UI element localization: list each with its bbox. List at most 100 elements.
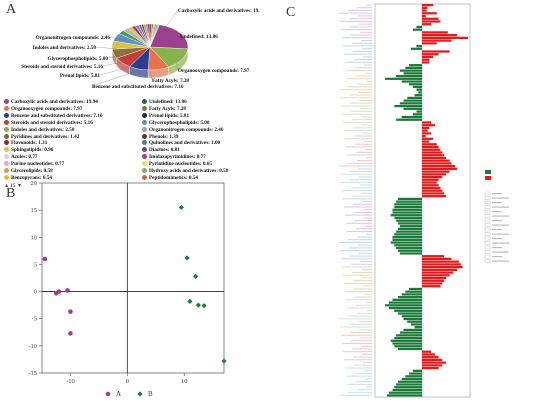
legend-label: Flavonoids: 1.31 — [11, 140, 48, 147]
legend-swatch — [142, 168, 147, 173]
bar — [422, 279, 445, 282]
bar — [401, 80, 422, 83]
pie-leader-line — [95, 46, 118, 50]
bar-category-label-placeholder — [363, 361, 372, 364]
bar — [405, 375, 422, 378]
bar-category-label-placeholder — [352, 119, 372, 121]
scatter-point-a — [65, 288, 70, 293]
legend-label: Indoles and derivatives: 2.50 — [11, 126, 75, 133]
bar-category-label-placeholder — [360, 184, 372, 186]
bar — [403, 99, 422, 102]
bar-category-label-placeholder — [366, 4, 372, 6]
bar-category-label-placeholder — [342, 266, 372, 268]
legend-swatch — [142, 140, 147, 146]
bar — [403, 317, 422, 321]
bar — [422, 186, 441, 190]
bar-category-label-placeholder — [349, 247, 372, 249]
bar-category-label-placeholder — [347, 154, 372, 156]
pie-label: Benzene and substituted derivatives: 7.1… — [92, 84, 184, 90]
bar — [418, 91, 422, 94]
pie-slice — [149, 24, 189, 50]
bar-category-label-placeholder — [359, 176, 372, 178]
bar — [410, 323, 422, 326]
bar-legend-text-placeholder — [492, 251, 509, 253]
bar-category-label-placeholder — [362, 200, 372, 203]
panel-letter-c: C — [286, 5, 296, 20]
bar — [392, 235, 422, 239]
bar — [422, 135, 426, 138]
bar-category-label-placeholder — [365, 149, 372, 151]
bar — [422, 159, 450, 162]
bar-legend-text-placeholder — [492, 220, 502, 222]
bar — [422, 175, 443, 179]
bar-category-label-placeholder — [343, 198, 372, 200]
bar-category-label-placeholder — [341, 181, 372, 183]
bar — [422, 124, 435, 127]
bar-chart — [339, 3, 509, 398]
bar-category-label-placeholder — [358, 168, 372, 170]
bar — [416, 44, 422, 48]
legend-item: Pyridines and derivatives: 1.42 — [4, 133, 79, 140]
bar — [401, 115, 422, 119]
bar — [422, 154, 445, 157]
bar — [394, 104, 422, 108]
legend-swatch — [4, 161, 9, 167]
bar — [396, 118, 422, 121]
legend-pager[interactable]: ▲ 15 ▼ — [4, 182, 23, 189]
pie-label: Steroids and steroid derivatives: 5.16 — [21, 64, 103, 70]
bar — [422, 156, 446, 160]
bar-category-label-placeholder — [364, 64, 372, 66]
bar-legend-swatch-down — [485, 170, 491, 174]
bar-category-label-placeholder — [341, 105, 372, 107]
bar-legend-text-placeholder — [492, 193, 502, 195]
bar-category-label-placeholder — [352, 195, 372, 197]
bar — [422, 192, 445, 195]
bar-category-label-placeholder — [348, 9, 372, 12]
bar — [409, 372, 422, 375]
scatter-point-b — [192, 273, 199, 279]
legend-item: Diazines: 0.81 — [142, 147, 180, 153]
bar-category-label-placeholder — [348, 239, 372, 241]
bar-category-label-placeholder — [350, 26, 372, 28]
legend-item: Hydroxy acids and derivatives: 0.58 — [142, 168, 228, 174]
legend-swatch — [4, 119, 9, 125]
bar — [422, 12, 437, 15]
bar-category-label-placeholder — [359, 23, 372, 25]
scatter-point-b — [201, 303, 207, 309]
bar — [396, 334, 422, 337]
bar — [422, 132, 432, 135]
bar-legend-text-placeholder — [492, 211, 502, 213]
bar-category-label-placeholder — [349, 94, 372, 96]
bar-category-label-placeholder — [361, 269, 372, 271]
bar — [412, 113, 422, 116]
scatter-point-b — [178, 204, 184, 211]
bar — [422, 167, 458, 170]
legend-label: Carboxylic acids and derivatives: 19.94 — [11, 99, 98, 105]
bar-category-label-placeholder — [365, 225, 372, 227]
bar — [394, 309, 422, 312]
bar-legend-text-placeholder — [492, 197, 509, 199]
bar — [409, 64, 422, 67]
scatter-legend-label-b: B — [148, 390, 153, 398]
bar-category-label-placeholder — [350, 179, 372, 181]
bar-category-label-placeholder — [344, 129, 372, 132]
bar — [414, 94, 422, 97]
bar-legend-text-placeholder — [492, 229, 502, 231]
bar — [422, 20, 441, 23]
bar-category-label-placeholder — [348, 86, 372, 88]
bar-category-label-placeholder — [348, 162, 372, 164]
legend-swatch — [4, 99, 9, 104]
legend-label: Imidazopyrimidines: 0.77 — [149, 154, 206, 161]
bar-category-label-placeholder — [341, 258, 372, 260]
bar-category-label-placeholder — [353, 127, 372, 129]
pie-leader-line — [179, 35, 185, 47]
legend-label: Sphingolipids: 0.96 — [11, 147, 54, 154]
bar — [410, 47, 422, 50]
bar — [422, 53, 439, 56]
pie-chart: Carboxylic acids and derivatives: 19.94 U… — [21, 8, 260, 90]
bar-legend-text-placeholder — [492, 206, 509, 208]
bar-legend-box — [484, 196, 491, 200]
bar-category-label-placeholder — [366, 157, 372, 159]
bar-category-label-placeholder — [350, 255, 372, 257]
bar-legend-box — [484, 259, 491, 263]
